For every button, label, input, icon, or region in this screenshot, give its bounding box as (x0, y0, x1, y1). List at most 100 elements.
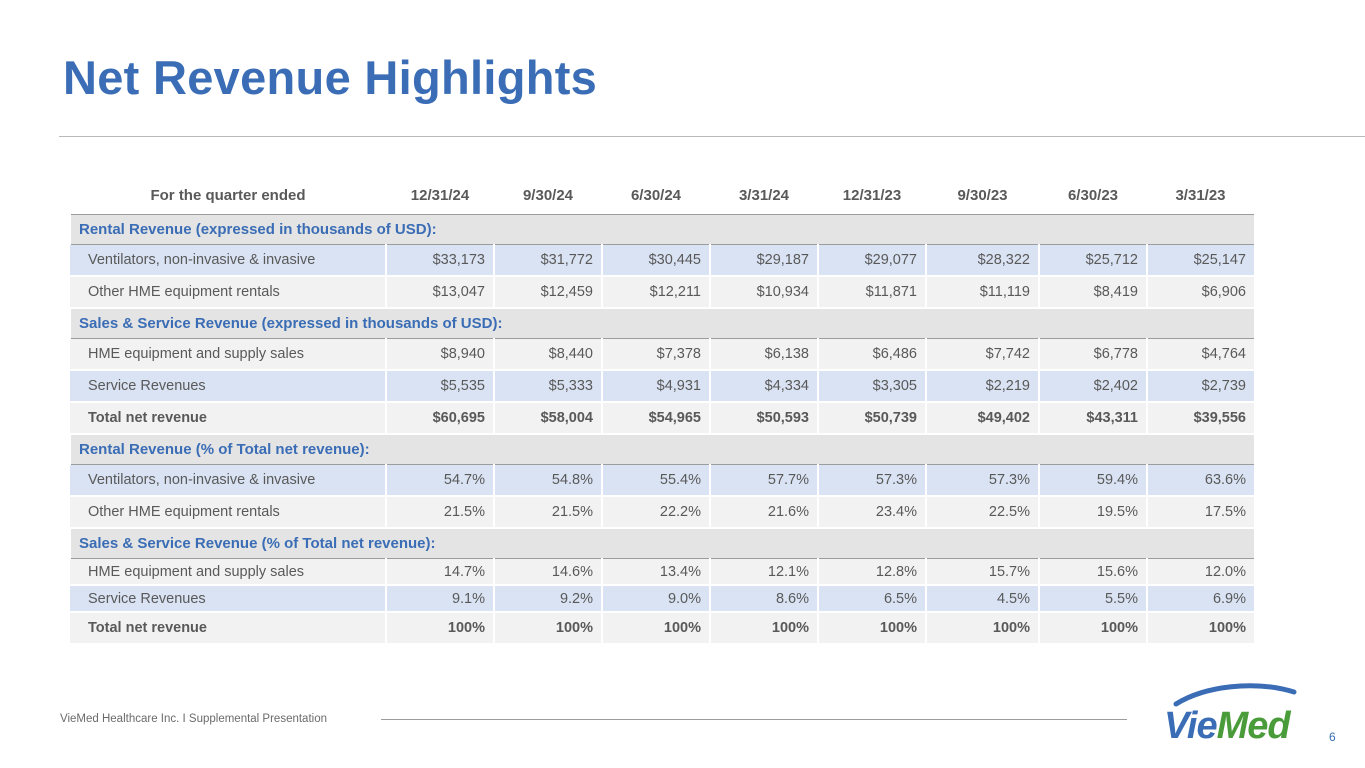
table-cell: $12,211 (601, 276, 710, 309)
table-cell: 57.3% (925, 464, 1039, 497)
table-cell: $6,778 (1038, 338, 1147, 371)
table-cell: 14.7% (385, 558, 494, 586)
table-cell: $4,931 (601, 370, 710, 403)
table-cell: $6,906 (1146, 276, 1254, 309)
table-cell: 57.7% (709, 464, 818, 497)
table-cell: $50,593 (709, 402, 818, 435)
table-cell: $5,535 (385, 370, 494, 403)
section-title: Rental Revenue (expressed in thousands o… (69, 214, 1254, 245)
table-cell: $12,459 (493, 276, 602, 309)
table-cell: 6.9% (1146, 585, 1254, 613)
net-revenue-table: For the quarter ended 12/31/24 9/30/24 6… (69, 176, 1254, 645)
footer-divider (381, 719, 1127, 720)
row-label: Ventilators, non-invasive & invasive (70, 244, 386, 277)
section-header-row: Rental Revenue (expressed in thousands o… (69, 214, 1254, 245)
table-cell: $8,940 (385, 338, 494, 371)
table-cell: 9.1% (385, 585, 494, 613)
section-title: Sales & Service Revenue (expressed in th… (69, 307, 1254, 339)
period-header: 3/31/24 (738, 186, 790, 204)
table-cell: 22.2% (601, 496, 710, 529)
table-cell: 15.7% (925, 558, 1039, 586)
table-cell: 5.5% (1038, 585, 1147, 613)
table-cell: $25,712 (1038, 244, 1147, 277)
table-cell: $29,077 (817, 244, 926, 277)
table-cell: 100% (817, 612, 926, 645)
table-cell: $49,402 (925, 402, 1039, 435)
table-cell: 12.0% (1146, 558, 1254, 586)
title-divider (59, 136, 1365, 137)
footer-text: VieMed Healthcare Inc. I Supplemental Pr… (60, 713, 327, 725)
table-row: HME equipment and supply sales 14.7% 14.… (70, 558, 1254, 586)
table-cell: $39,556 (1146, 402, 1254, 435)
table-cell: $50,739 (817, 402, 926, 435)
period-header: 6/30/23 (1067, 186, 1119, 204)
period-header: 9/30/23 (957, 186, 1008, 204)
table-cell: 63.6% (1146, 464, 1254, 497)
table-cell: $58,004 (493, 402, 602, 435)
logo-swoosh (1173, 683, 1297, 707)
section-title: Rental Revenue (% of Total net revenue): (69, 433, 1254, 465)
table-row: Ventilators, non-invasive & invasive $33… (70, 244, 1254, 277)
table-cell: 100% (1146, 612, 1254, 645)
logo-wordmark: VieMed (1164, 705, 1291, 744)
table-header-row: For the quarter ended 12/31/24 9/30/24 6… (70, 176, 1254, 215)
table-cell: 17.5% (1146, 496, 1254, 529)
table-cell: $11,871 (817, 276, 926, 309)
table-cell: 9.0% (601, 585, 710, 613)
table-cell: 13.4% (601, 558, 710, 586)
table-cell: $43,311 (1038, 402, 1147, 435)
table-cell: $2,739 (1146, 370, 1254, 403)
table-cell: $13,047 (385, 276, 494, 309)
table-cell: $6,486 (817, 338, 926, 371)
table-cell: $8,419 (1038, 276, 1147, 309)
table-cell: $33,173 (385, 244, 494, 277)
table-cell: 21.5% (385, 496, 494, 529)
table-cell: $60,695 (385, 402, 494, 435)
table-cell: 4.5% (925, 585, 1039, 613)
table-cell: 9.2% (493, 585, 602, 613)
table-cell: 23.4% (817, 496, 926, 529)
section-header-row: Sales & Service Revenue (% of Total net … (69, 527, 1254, 559)
table-cell: $28,322 (925, 244, 1039, 277)
table-cell: $31,772 (493, 244, 602, 277)
table-cell: 21.6% (709, 496, 818, 529)
row-label: Service Revenues (70, 585, 386, 613)
table-row: HME equipment and supply sales $8,940 $8… (70, 338, 1254, 371)
table-cell: $7,742 (925, 338, 1039, 371)
table-cell: $4,334 (709, 370, 818, 403)
page-number: 6 (1329, 730, 1336, 744)
period-header: 6/30/24 (630, 186, 682, 204)
table-cell: 19.5% (1038, 496, 1147, 529)
table-cell: 14.6% (493, 558, 602, 586)
table-row: Other HME equipment rentals $13,047 $12,… (70, 276, 1254, 309)
table-cell: 54.8% (493, 464, 602, 497)
viemed-logo: VieMed (1164, 683, 1297, 744)
section-title: Sales & Service Revenue (% of Total net … (69, 527, 1254, 559)
table-cell: $4,764 (1146, 338, 1254, 371)
table-cell: 100% (925, 612, 1039, 645)
table-cell: 59.4% (1038, 464, 1147, 497)
table-cell: $25,147 (1146, 244, 1254, 277)
table-cell: 57.3% (817, 464, 926, 497)
table-cell: 22.5% (925, 496, 1039, 529)
table-cell: $3,305 (817, 370, 926, 403)
table-cell: $7,378 (601, 338, 710, 371)
table-row: Other HME equipment rentals 21.5% 21.5% … (70, 496, 1254, 529)
table-cell: $54,965 (601, 402, 710, 435)
table-cell: 100% (709, 612, 818, 645)
table-cell: 100% (1038, 612, 1147, 645)
period-header: 12/31/24 (410, 186, 470, 204)
table-cell: 6.5% (817, 585, 926, 613)
section-header-row: Rental Revenue (% of Total net revenue): (69, 433, 1254, 465)
table-cell: 12.8% (817, 558, 926, 586)
table-cell: 12.1% (709, 558, 818, 586)
row-label: HME equipment and supply sales (70, 338, 386, 371)
section-header-row: Sales & Service Revenue (expressed in th… (69, 307, 1254, 339)
table-cell: 100% (385, 612, 494, 645)
table-cell: $8,440 (493, 338, 602, 371)
table-cell: $29,187 (709, 244, 818, 277)
table-cell: 21.5% (493, 496, 602, 529)
total-row: Total net revenue 100% 100% 100% 100% 10… (70, 612, 1254, 645)
table-cell: $11,119 (925, 276, 1039, 309)
row-label: HME equipment and supply sales (70, 558, 386, 586)
